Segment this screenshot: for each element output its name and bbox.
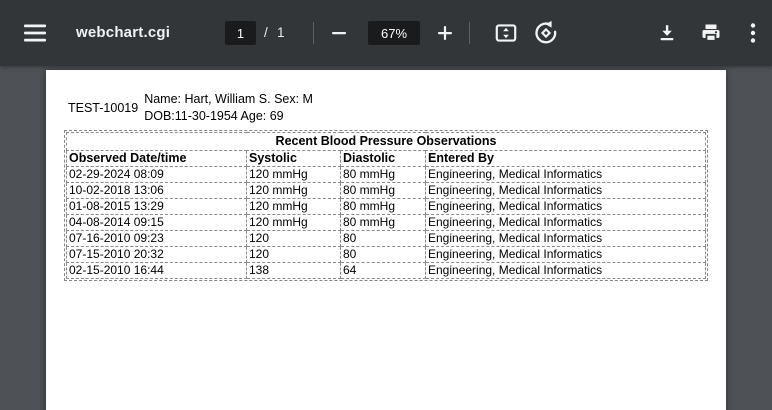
cell-diastolic: 80	[340, 246, 426, 263]
rotate-button[interactable]	[531, 19, 561, 47]
col-systolic: Systolic	[246, 150, 341, 167]
patient-dob-age-line: DOB:11-30-1954 Age: 69	[144, 109, 284, 123]
hamburger-icon	[23, 22, 47, 44]
cell-datetime: 10-02-2018 13:06	[66, 182, 247, 199]
cell-datetime: 02-15-2010 16:44	[66, 262, 247, 279]
print-button[interactable]	[697, 20, 725, 46]
cell-diastolic: 80 mmHg	[340, 166, 426, 183]
cell-datetime: 07-15-2010 20:32	[66, 246, 247, 263]
cell-datetime: 01-08-2015 13:29	[66, 198, 247, 215]
cell-datetime: 04-08-2014 09:15	[66, 214, 247, 231]
fit-to-page-icon	[493, 20, 519, 46]
toolbar-divider	[313, 22, 314, 44]
more-options-button[interactable]	[742, 19, 764, 47]
cell-diastolic: 80 mmHg	[340, 198, 426, 215]
cell-diastolic: 64	[340, 262, 426, 279]
col-entered-by: Entered By	[425, 150, 706, 167]
zoom-level-input[interactable]	[368, 21, 420, 45]
table-row: 02-15-2010 16:44 138 64 Engineering, Med…	[66, 262, 706, 279]
document-title: webchart.cgi	[76, 24, 171, 41]
page-number-input[interactable]	[225, 21, 256, 45]
cell-entered-by: Engineering, Medical Informatics	[425, 246, 706, 263]
cell-entered-by: Engineering, Medical Informatics	[425, 214, 706, 231]
cell-datetime: 07-16-2010 09:23	[66, 230, 247, 247]
minus-icon	[329, 23, 349, 43]
cell-systolic: 120 mmHg	[246, 182, 341, 199]
patient-id: TEST-10019	[68, 101, 139, 115]
cell-systolic: 120 mmHg	[246, 198, 341, 215]
col-diastolic: Diastolic	[340, 150, 426, 167]
table-header-row: Observed Date/time Systolic Diastolic En…	[66, 150, 706, 167]
cell-systolic: 138	[246, 262, 341, 279]
zoom-out-button[interactable]	[326, 21, 352, 45]
table-row: 07-15-2010 20:32 120 80 Engineering, Med…	[66, 246, 706, 263]
cell-diastolic: 80 mmHg	[340, 182, 426, 199]
zoom-in-button[interactable]	[432, 21, 458, 45]
plus-icon	[435, 23, 455, 43]
cell-diastolic: 80	[340, 230, 426, 247]
fit-to-page-button[interactable]	[492, 20, 520, 46]
cell-systolic: 120	[246, 230, 341, 247]
cell-systolic: 120	[246, 246, 341, 263]
menu-button[interactable]	[20, 19, 50, 47]
pdf-viewport: TEST-10019 Name: Hart, William S. Sex: M…	[0, 66, 772, 410]
patient-name-sex-line: Name: Hart, William S. Sex: M	[144, 92, 313, 106]
table-row: 07-16-2010 09:23 120 80 Engineering, Med…	[66, 230, 706, 247]
download-button[interactable]	[654, 20, 680, 46]
table-row: 02-29-2024 08:09 120 mmHg 80 mmHg Engine…	[66, 166, 706, 183]
table-row: 04-08-2014 09:15 120 mmHg 80 mmHg Engine…	[66, 214, 706, 231]
cell-systolic: 120 mmHg	[246, 214, 341, 231]
patient-header: TEST-10019 Name: Hart, William S. Sex: M…	[68, 91, 313, 125]
cell-diastolic: 80 mmHg	[340, 214, 426, 231]
table-row: 10-02-2018 13:06 120 mmHg 80 mmHg Engine…	[66, 182, 706, 199]
col-observed-datetime: Observed Date/time	[66, 150, 247, 167]
table-row: 01-08-2015 13:29 120 mmHg 80 mmHg Engine…	[66, 198, 706, 215]
cell-entered-by: Engineering, Medical Informatics	[425, 166, 706, 183]
bp-observations-table: Recent Blood Pressure Observations Obser…	[64, 130, 708, 281]
patient-demographics: Name: Hart, William S. Sex: M DOB:11-30-…	[144, 91, 313, 125]
pdf-page: TEST-10019 Name: Hart, William S. Sex: M…	[46, 70, 726, 410]
table-title: Recent Blood Pressure Observations	[66, 132, 706, 151]
vertical-ellipsis-icon	[743, 21, 763, 45]
download-icon	[656, 22, 678, 44]
cell-datetime: 02-29-2024 08:09	[66, 166, 247, 183]
table-title-row: Recent Blood Pressure Observations	[66, 132, 706, 151]
cell-entered-by: Engineering, Medical Informatics	[425, 182, 706, 199]
cell-entered-by: Engineering, Medical Informatics	[425, 262, 706, 279]
toolbar-divider	[469, 22, 470, 44]
printer-icon	[699, 21, 723, 45]
rotate-counterclockwise-icon	[532, 19, 560, 47]
cell-systolic: 120 mmHg	[246, 166, 341, 183]
cell-entered-by: Engineering, Medical Informatics	[425, 198, 706, 215]
page-separator: /	[264, 25, 268, 40]
cell-entered-by: Engineering, Medical Informatics	[425, 230, 706, 247]
page-total: 1	[277, 25, 285, 40]
pdf-toolbar: webchart.cgi / 1	[0, 0, 772, 66]
